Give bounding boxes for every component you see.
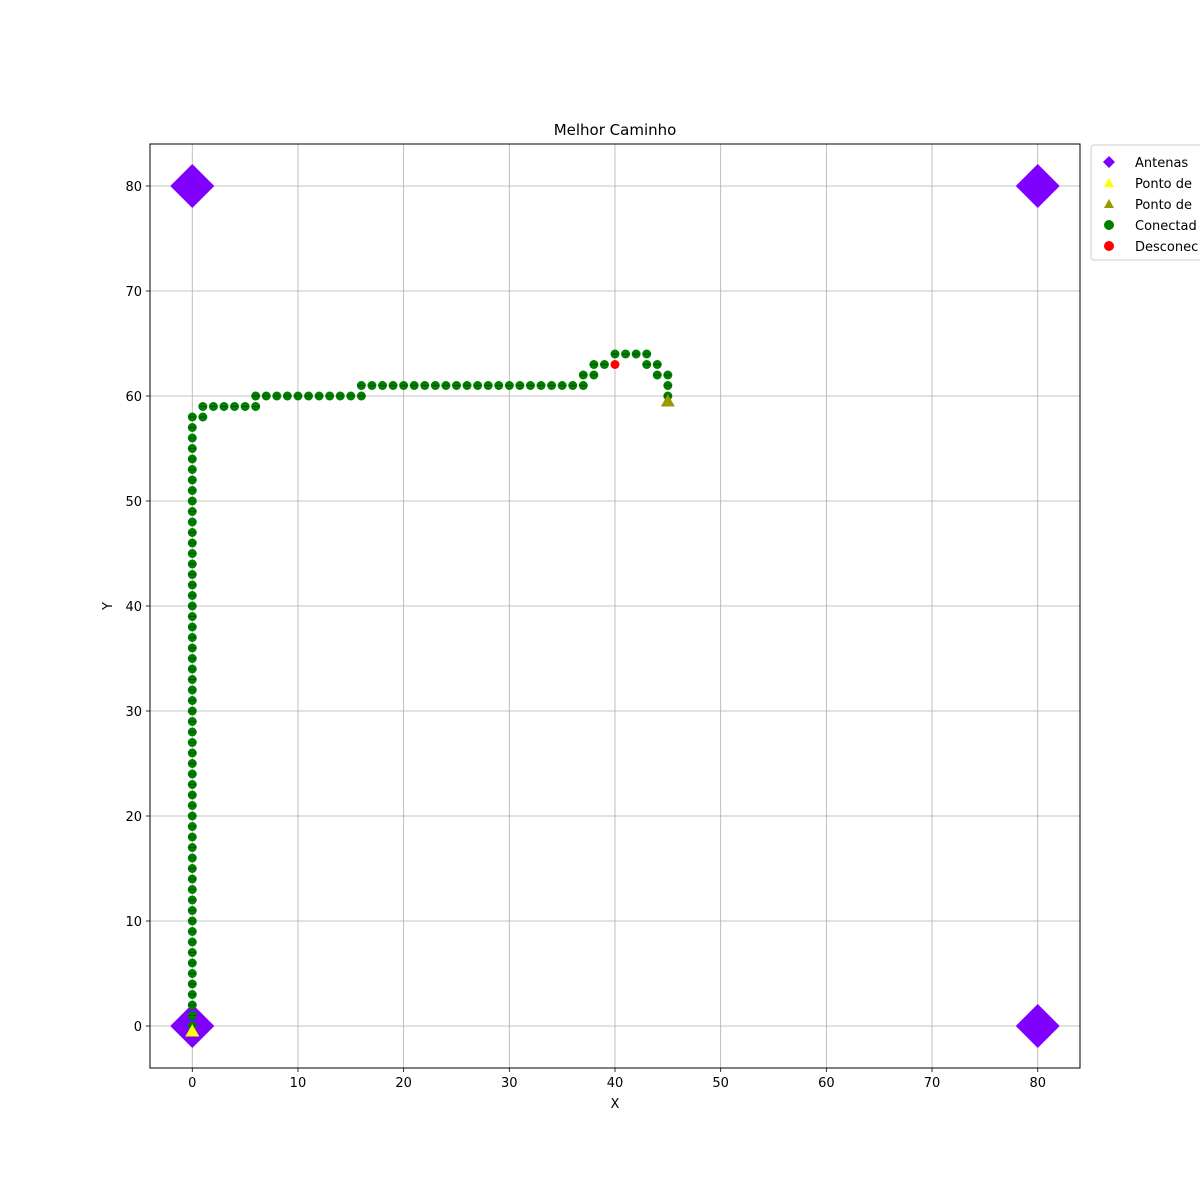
- antenna-marker: [1015, 164, 1060, 208]
- x-tick-label: 40: [607, 1076, 624, 1091]
- legend-label: Desconec: [1135, 240, 1198, 255]
- x-tick-label: 50: [712, 1076, 729, 1091]
- y-tick-label: 30: [125, 705, 142, 720]
- start-point-marker: [185, 1024, 200, 1037]
- antenna-marker: [170, 164, 215, 208]
- legend: Antenas Ponto de Ponto de Conectad Desconec: [1090, 144, 1200, 261]
- legend-box: [1090, 144, 1200, 261]
- end-point-marker: [660, 394, 675, 407]
- y-tick-label: 70: [125, 285, 142, 300]
- legend-marker-circle: [1104, 241, 1114, 251]
- x-tick-label: 70: [924, 1076, 941, 1091]
- y-tick-label: 0: [134, 1020, 142, 1035]
- y-tick-label: 10: [125, 915, 142, 930]
- axis-ticks: 0 10 20 30 40 50 60 70 80 0 10 20 30 40 50 60 70 80: [125, 180, 1046, 1091]
- legend-marker-triangle: [1104, 178, 1114, 187]
- y-axis-label: Y: [101, 602, 116, 611]
- x-axis-label: X: [611, 1097, 620, 1112]
- y-tick-label: 80: [125, 180, 142, 195]
- y-tick-label: 60: [125, 390, 142, 405]
- grid-lines: [150, 144, 1080, 1068]
- x-tick-label: 60: [818, 1076, 835, 1091]
- x-tick-label: 30: [501, 1076, 518, 1091]
- data-markers: [170, 164, 1060, 1048]
- legend-label: Conectad: [1135, 219, 1197, 234]
- legend-label: Ponto de: [1135, 177, 1192, 192]
- chart-title: Melhor Caminho: [554, 121, 677, 139]
- x-tick-label: 20: [395, 1076, 412, 1091]
- legend-marker-triangle: [1104, 199, 1114, 208]
- x-tick-label: 10: [290, 1076, 307, 1091]
- legend-marker-antenna: [1103, 156, 1115, 168]
- x-tick-label: 0: [188, 1076, 196, 1091]
- y-tick-label: 50: [125, 495, 142, 510]
- legend-marker-circle: [1104, 220, 1114, 230]
- y-tick-label: 40: [125, 600, 142, 615]
- y-tick-label: 20: [125, 810, 142, 825]
- legend-label: Ponto de: [1135, 198, 1192, 213]
- legend-label: Antenas: [1135, 156, 1188, 171]
- x-tick-label: 80: [1029, 1076, 1046, 1091]
- disconnected-point: [610, 360, 620, 369]
- antenna-marker: [1015, 1004, 1060, 1048]
